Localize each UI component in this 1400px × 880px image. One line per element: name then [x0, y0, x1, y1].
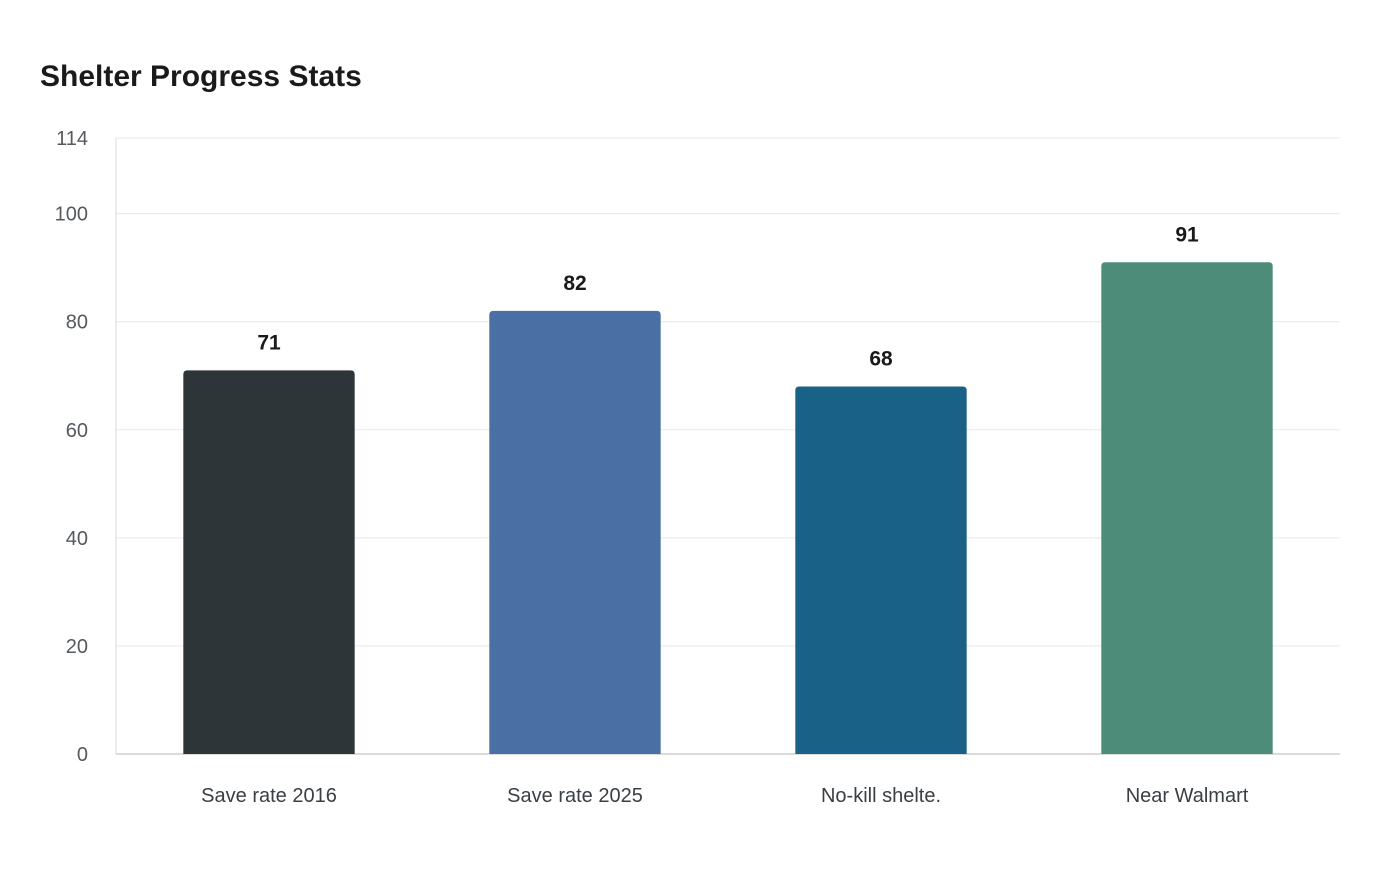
y-tick-label: 60	[66, 420, 88, 442]
y-axis-ticks: 0 20 40 60 80 100 114	[55, 128, 88, 766]
value-label: 68	[869, 348, 893, 371]
x-category-label: Save rate 2016	[201, 785, 337, 807]
value-label: 82	[563, 272, 586, 295]
value-labels: 71 82 68 91	[257, 223, 1199, 370]
bar	[489, 310, 661, 754]
y-tick-label: 100	[55, 204, 88, 226]
y-tick-label: 40	[66, 528, 88, 550]
value-label: 91	[1175, 223, 1199, 246]
x-axis-labels: Save rate 2016 Save rate 2025 No-kill shel…	[201, 785, 1249, 807]
value-label: 71	[257, 331, 281, 354]
y-tick-label: 114	[56, 128, 88, 150]
y-tick-label: 0	[77, 744, 88, 766]
bar	[1101, 262, 1273, 754]
bar	[183, 370, 355, 754]
y-tick-label: 80	[66, 312, 88, 334]
x-category-label: Save rate 2025	[507, 785, 643, 807]
bar	[795, 386, 967, 754]
x-category-label: No-kill shelte.	[821, 785, 941, 807]
chart-title: Shelter Progress Stats	[40, 60, 362, 93]
bars	[183, 262, 1273, 754]
y-tick-label: 20	[66, 636, 88, 658]
x-category-label: Near Walmart	[1126, 785, 1249, 807]
